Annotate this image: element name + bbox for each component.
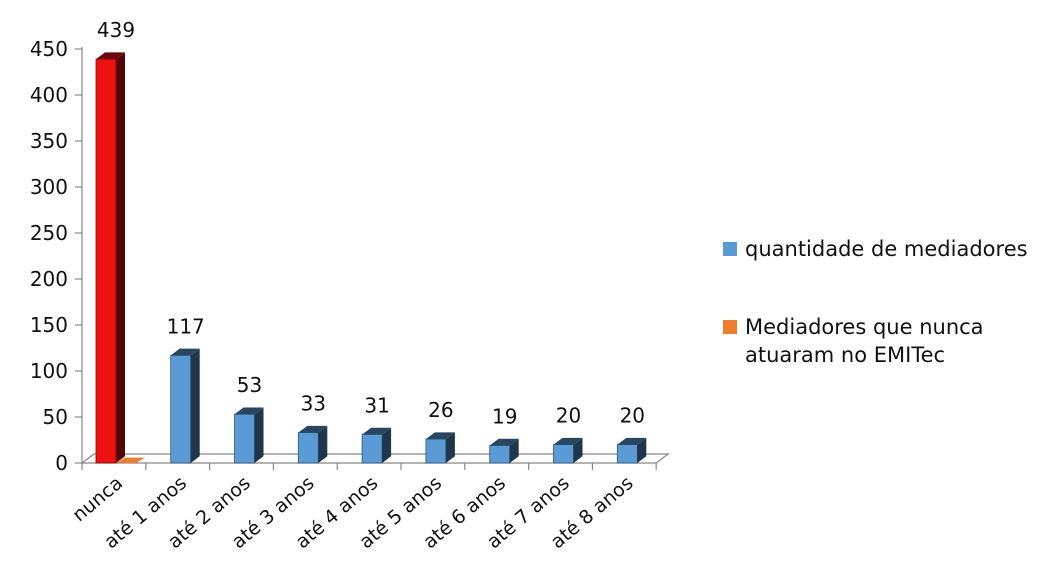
y-tick-label: 400 — [30, 83, 68, 107]
x-tick-label: nunca — [68, 472, 127, 526]
data-label: 26 — [428, 398, 453, 422]
bar-2 — [234, 407, 264, 464]
legend-item-1: Mediadores que nunca atuaram no EMITec — [723, 315, 984, 367]
y-tick-label: 0 — [55, 451, 68, 475]
y-tick-label: 150 — [30, 313, 68, 337]
bar-8 — [616, 437, 647, 464]
y-tick-label: 300 — [30, 175, 68, 199]
y-axis-ticks: 0 50 100 150 200 250 300 350 400 450 — [30, 37, 82, 475]
bar-6 — [489, 438, 519, 464]
legend-swatch — [723, 320, 737, 334]
y-tick-label: 200 — [30, 267, 68, 291]
bar-0 — [95, 52, 125, 464]
data-label: 117 — [167, 314, 205, 338]
bar-1 — [170, 348, 200, 464]
data-label: 20 — [556, 404, 581, 428]
legend-label: atuaram no EMITec — [745, 343, 945, 367]
y-tick-label: 250 — [30, 221, 68, 245]
y-tick-label: 350 — [30, 129, 68, 153]
data-label: 53 — [237, 373, 262, 397]
bar-series2-0 — [116, 457, 145, 463]
legend-item-0: quantidade de mediadores — [723, 237, 1028, 261]
legend-swatch — [723, 242, 737, 256]
bar-4 — [361, 427, 392, 464]
y-tick-label: 100 — [30, 359, 68, 383]
legend-label: Mediadores que nunca — [745, 315, 984, 339]
data-label: 31 — [364, 393, 389, 417]
chart-bars — [95, 52, 647, 464]
legend-label: quantidade de mediadores — [745, 237, 1028, 261]
bar-7 — [553, 437, 583, 464]
y-tick-label: 50 — [43, 405, 68, 429]
y-tick-label: 450 — [30, 37, 68, 61]
data-label: 20 — [620, 404, 645, 428]
chart-legend: quantidade de mediadores Mediadores que n… — [723, 237, 1028, 367]
data-label: 33 — [301, 392, 326, 416]
data-labels: 439 117 53 33 31 26 19 20 20 — [97, 18, 645, 428]
data-label: 19 — [492, 405, 517, 429]
bar-5 — [425, 432, 455, 464]
bar-3 — [297, 425, 328, 464]
data-label: 439 — [97, 18, 135, 42]
